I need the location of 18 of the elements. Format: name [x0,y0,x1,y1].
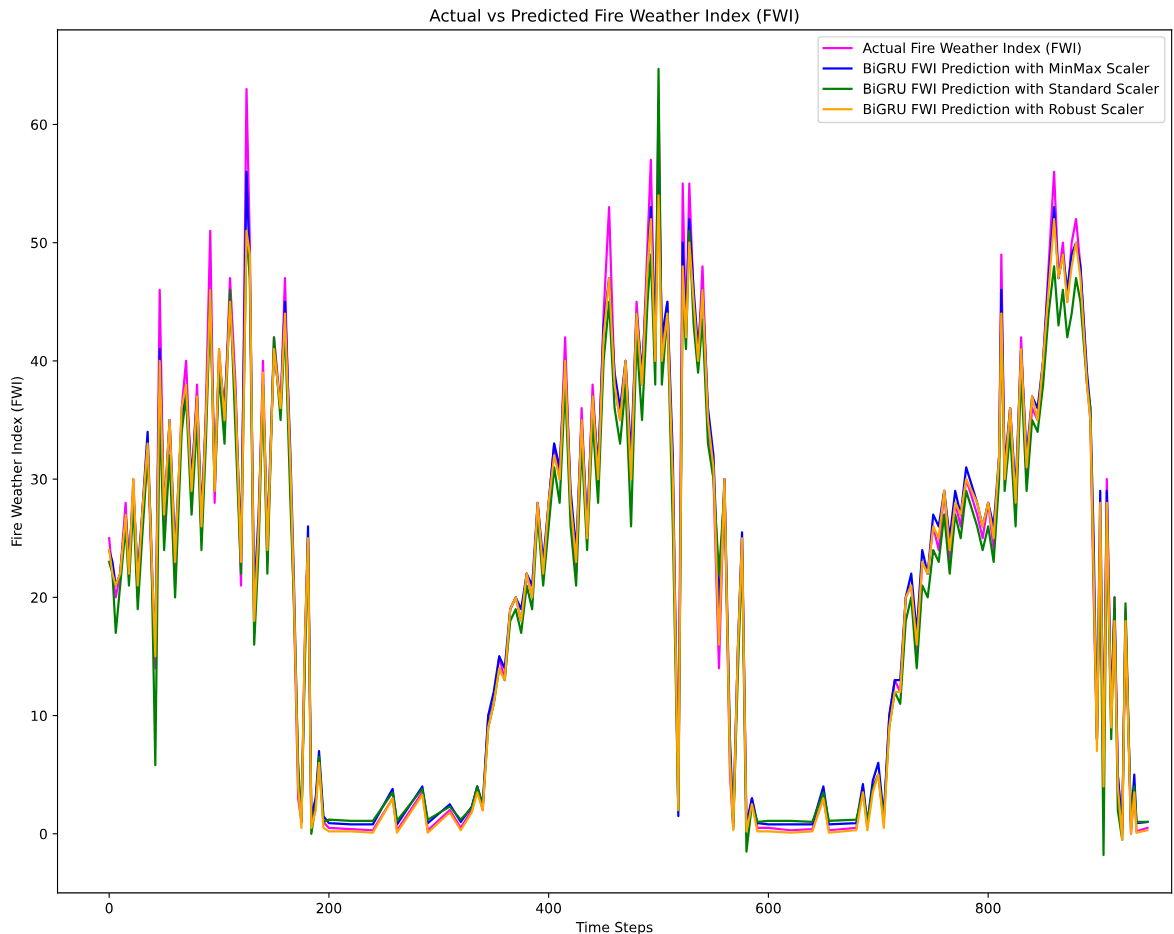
y-tick-label: 0 [39,828,47,840]
y-tick-label: 10 [31,710,47,722]
legend-label: BiGRU FWI Prediction with Standard Scaler [863,83,1160,94]
x-tick-label: 0 [105,902,113,914]
x-tick-label: 200 [316,902,342,914]
legend-label: BiGRU FWI Prediction with Robust Scaler [863,103,1144,115]
chart-title: Actual vs Predicted Fire Weather Index (FWI) [429,8,799,24]
y-tick-label: 60 [31,119,47,130]
y-tick-label: 50 [31,237,47,249]
y-axis-title: Fire Weather Index (FWI) [11,376,24,546]
x-tick-label: 600 [756,902,781,914]
legend-label: BiGRU FWI Prediction with MinMax Scaler [863,62,1150,74]
y-tick-label: 20 [31,592,47,603]
x-tick-label: 800 [975,902,1001,914]
y-tick-label: 30 [31,474,47,485]
legend-label: Actual Fire Weather Index (FWI) [862,42,1081,55]
y-tick-label: 40 [30,355,47,367]
x-tick-label: 400 [536,902,561,914]
